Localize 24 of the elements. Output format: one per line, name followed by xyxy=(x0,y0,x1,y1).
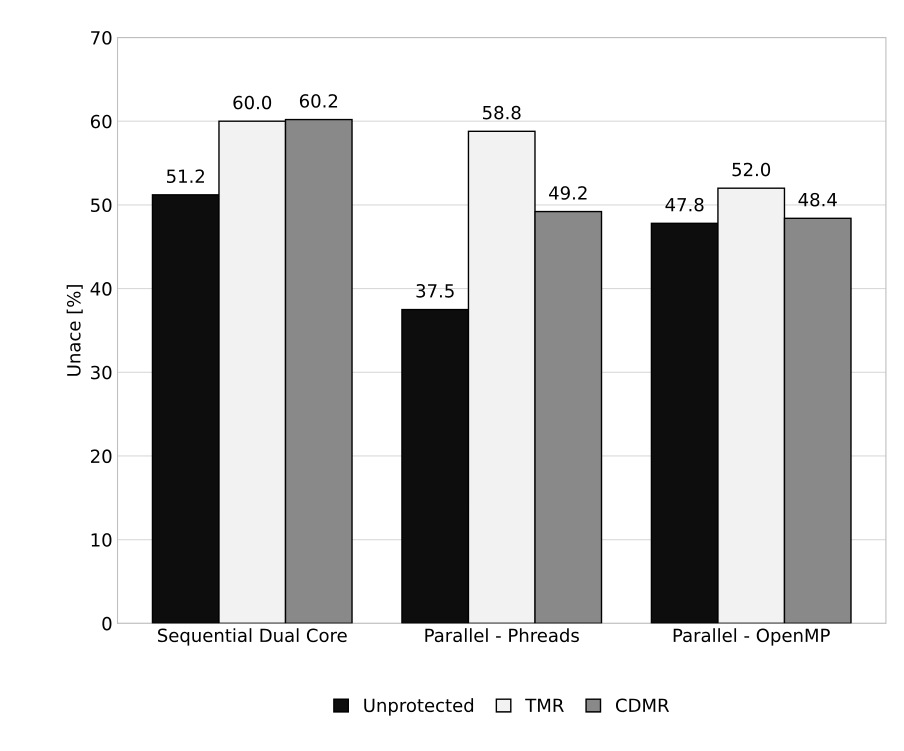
y-tick-label: 40 xyxy=(90,282,112,296)
y-tick-label: 70 xyxy=(91,31,112,45)
y-tick-label: 10 xyxy=(92,533,112,547)
text: 60.2 xyxy=(300,94,338,108)
text: 58.8 xyxy=(483,106,521,120)
legend-label: TMR xyxy=(525,698,564,712)
text: 48.4 xyxy=(798,192,837,206)
x-tick-label: Parallel - OpenMP xyxy=(674,628,830,646)
y-axis-title: Unace [%] xyxy=(66,285,83,376)
text: 37.5 xyxy=(416,284,454,298)
legend-label: Unprotected xyxy=(364,698,474,716)
y-tick-label: 0 xyxy=(102,616,112,630)
text: 51.2 xyxy=(167,169,204,184)
y-tick-label: 60 xyxy=(90,114,112,128)
text: 47.8 xyxy=(665,198,704,212)
y-tick-label: 20 xyxy=(91,449,112,464)
legend-label: CDMR xyxy=(616,698,670,712)
text: 60.0 xyxy=(233,96,272,110)
y-tick-label: 30 xyxy=(91,366,112,380)
text: 49.2 xyxy=(549,186,587,200)
x-tick-label: Sequential Dual Core xyxy=(158,628,347,646)
x-tick-label: Parallel - Phreads xyxy=(425,628,579,642)
y-tick-label: 50 xyxy=(91,198,112,212)
text: 52.0 xyxy=(732,162,770,176)
